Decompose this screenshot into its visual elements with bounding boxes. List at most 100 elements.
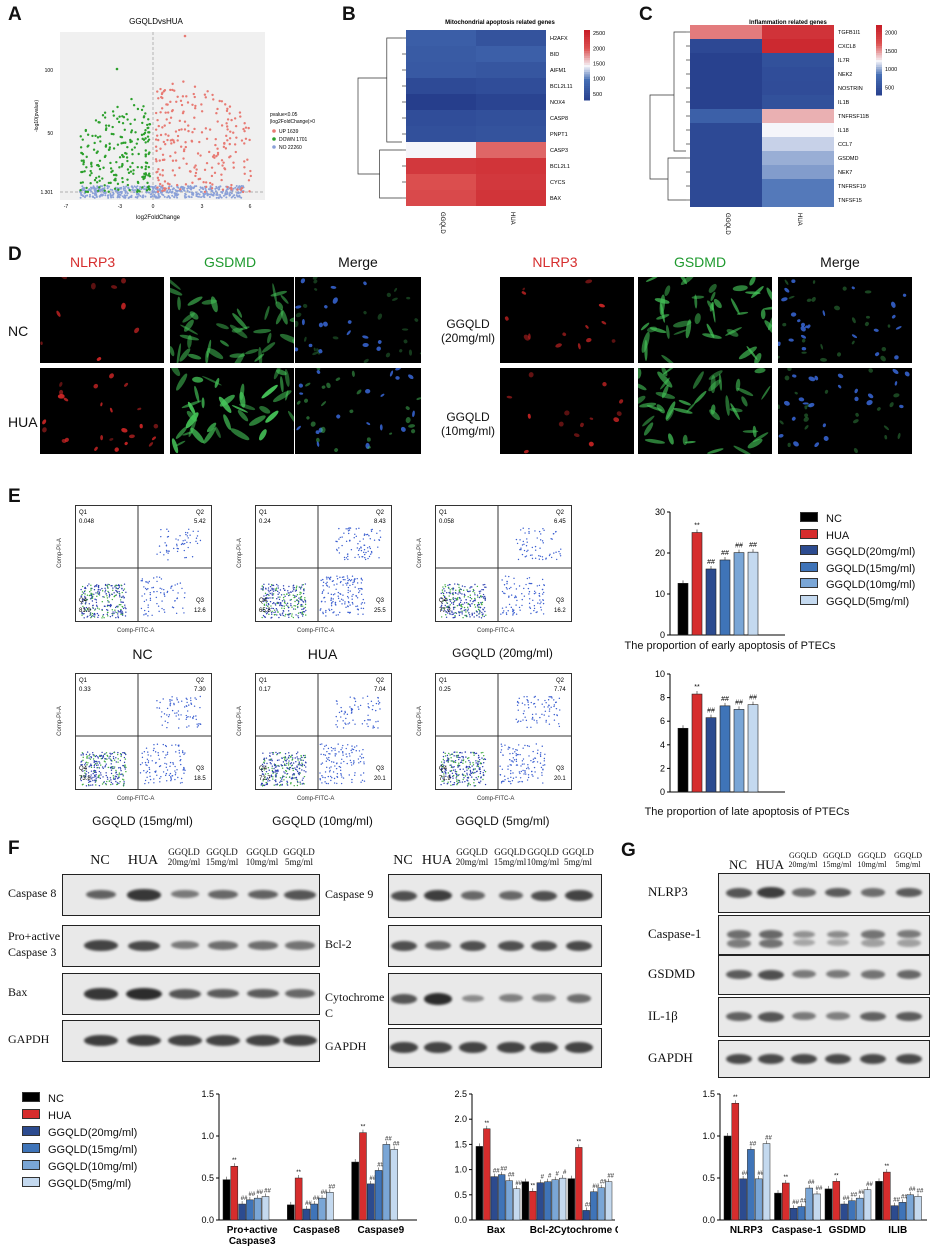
volcano-point-no <box>109 195 112 198</box>
flow-event <box>341 544 343 547</box>
blot-band <box>861 939 885 948</box>
flow-event <box>82 592 85 594</box>
flow-event <box>107 611 109 614</box>
flow-event <box>507 780 510 783</box>
volcano-point-up <box>161 126 164 129</box>
flow-event <box>85 770 88 773</box>
volcano-point-up <box>200 103 203 106</box>
flow-event <box>109 777 112 779</box>
volcano-point-up <box>220 124 224 127</box>
significance-mark: ## <box>808 1180 815 1186</box>
volcano-point-down <box>103 155 107 159</box>
flow-event <box>140 607 143 610</box>
flow-event <box>276 765 278 767</box>
flow-quadrant-label: Q3 <box>556 766 565 772</box>
flow-event <box>468 782 470 784</box>
flow-event <box>283 764 286 766</box>
colorbar-segment <box>876 92 882 96</box>
significance-mark: ## <box>707 708 715 715</box>
flow-event <box>271 587 273 590</box>
flow-event <box>185 705 188 707</box>
flow-event <box>192 530 194 532</box>
volcano-point-no <box>106 194 109 197</box>
flow-event <box>302 610 305 613</box>
flow-event <box>452 601 455 604</box>
flow-event <box>514 751 516 753</box>
flow-event <box>262 586 265 588</box>
flow-event <box>81 585 84 588</box>
flow-event <box>296 781 299 783</box>
flow-event <box>337 614 339 616</box>
significance-mark: ## <box>800 1199 807 1205</box>
volcano-point-down <box>114 179 117 182</box>
flow-event <box>352 603 354 605</box>
flow-event <box>350 749 352 752</box>
volcano-point-up <box>214 137 217 141</box>
volcano-point-down <box>98 121 101 124</box>
flow-event <box>166 751 169 753</box>
bar <box>490 1176 498 1221</box>
flow-event <box>454 771 457 773</box>
flow-event <box>111 752 113 755</box>
volcano-point-down <box>145 161 149 165</box>
flow-event <box>339 600 341 602</box>
colorbar-tick: 1500 <box>885 49 897 55</box>
flow-event <box>462 757 464 759</box>
flow-event <box>348 578 351 581</box>
blot-band <box>284 989 316 998</box>
flow-event <box>293 586 296 589</box>
volcano-point-up <box>184 141 187 144</box>
volcano-point-up <box>226 118 230 121</box>
flow-event <box>513 609 515 611</box>
significance-mark: ## <box>585 1202 592 1208</box>
flow-event <box>97 586 100 589</box>
flow-event <box>521 592 523 595</box>
flow-event <box>152 749 155 752</box>
flow-event <box>466 589 468 591</box>
bar <box>719 705 731 793</box>
flow-event <box>324 771 327 773</box>
volcano-point-down <box>140 133 144 137</box>
volcano-point-no <box>199 186 202 189</box>
flow-event <box>147 587 149 590</box>
colorbar-segment <box>876 83 882 87</box>
flow-event <box>123 596 125 599</box>
flow-event <box>299 772 301 775</box>
flow-event <box>342 584 344 586</box>
flow-event <box>361 723 364 725</box>
flow-event <box>321 591 324 593</box>
volcano-point-down <box>111 125 114 129</box>
volcano-point-down <box>116 105 119 109</box>
flow-event <box>527 704 530 706</box>
volcano-point-no <box>141 196 144 199</box>
volcano-point-up <box>197 177 200 181</box>
heatmap-cell <box>690 151 762 165</box>
flow-event <box>146 758 149 760</box>
flow-event <box>298 767 301 770</box>
flow-event <box>462 778 464 781</box>
flow-event <box>363 549 366 551</box>
flow-event <box>527 774 530 776</box>
volcano-point-up <box>225 125 229 128</box>
flow-event <box>119 593 121 595</box>
flow-event <box>117 761 119 763</box>
flow-event <box>508 603 511 606</box>
volcano-point-up <box>162 140 166 144</box>
flow-event <box>525 583 527 586</box>
flow-event <box>482 609 485 611</box>
bar <box>848 1200 856 1221</box>
flow-event <box>540 766 543 769</box>
colorbar-segment <box>876 78 882 82</box>
flow-event <box>508 575 510 578</box>
bar <box>261 1196 270 1221</box>
flow-event <box>455 592 457 594</box>
volcano-point-up <box>188 170 192 173</box>
flow-event <box>169 700 171 702</box>
flow-event <box>194 697 196 699</box>
flow-event <box>500 751 502 754</box>
flow-event <box>298 761 300 763</box>
flow-event <box>452 613 454 615</box>
flow-event <box>274 611 277 613</box>
volcano-point-up <box>161 169 164 172</box>
flow-event <box>282 612 284 614</box>
